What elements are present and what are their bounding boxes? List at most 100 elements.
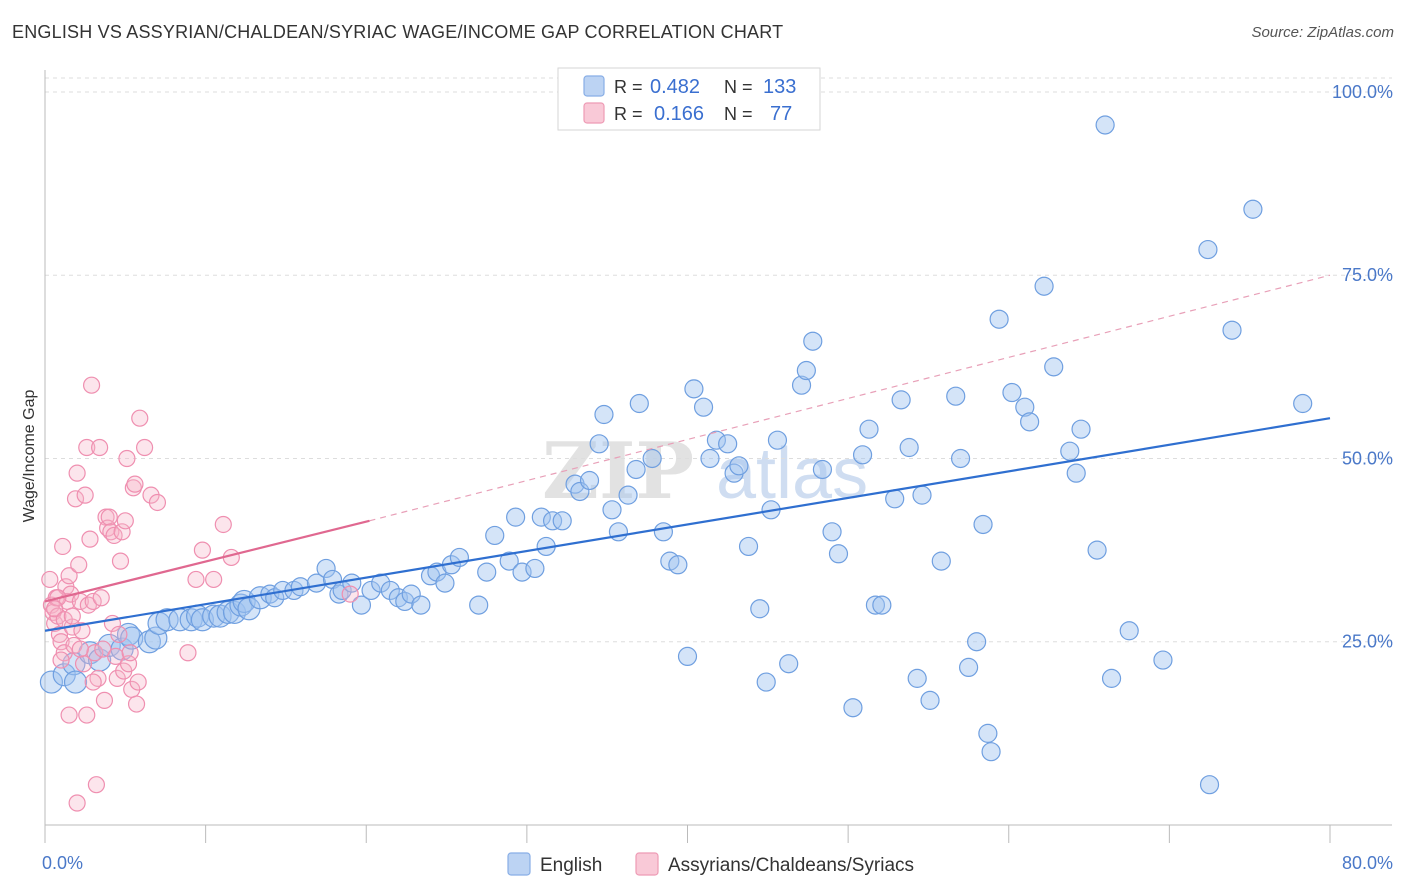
english-point: [718, 434, 738, 454]
english-trend-line: [44, 417, 1331, 632]
english-point: [39, 670, 64, 694]
english-point: [791, 375, 812, 395]
english-point: [642, 448, 662, 469]
english-point: [912, 485, 932, 505]
english-point: [1243, 199, 1263, 219]
assyrian-point: [121, 644, 139, 662]
y-tick-label: 50.0%: [1342, 448, 1393, 468]
assyrian-point: [91, 438, 109, 457]
assyrian-point: [179, 644, 197, 662]
english-point: [843, 698, 863, 718]
legend-n-value-assyrian: 77: [770, 103, 792, 125]
english-point: [1015, 397, 1035, 417]
legend-swatch-english: [583, 75, 605, 97]
legend-n-label-english: N =: [724, 77, 753, 97]
legend-r-label-assyrian: R =: [614, 104, 643, 124]
bottom-legend-label-assyrian: Assyrians/Chaldeans/Syriacs: [668, 855, 914, 876]
assyrian-point: [111, 552, 130, 570]
assyrian-point: [82, 376, 101, 394]
assyrian-point: [92, 589, 110, 607]
english-point: [700, 448, 720, 469]
english-point: [1095, 115, 1115, 135]
english-point: [750, 599, 770, 619]
english-point: [401, 584, 421, 604]
english-point: [1044, 357, 1064, 377]
y-tick-label: 25.0%: [1342, 632, 1393, 652]
english-point: [1071, 419, 1091, 439]
assyrian-point: [68, 794, 86, 812]
english-point: [729, 456, 749, 476]
english-point: [531, 507, 551, 527]
english-point: [388, 588, 408, 608]
assyrian-point: [78, 706, 96, 724]
assyrian-point: [52, 633, 70, 651]
bottom-legend: English Assyrians/Chaldeans/Syriacs: [507, 852, 914, 876]
english-point: [477, 562, 497, 582]
english-point: [981, 742, 1001, 762]
assyrian-point: [66, 490, 85, 508]
data-points: [39, 115, 1313, 812]
assyrian-point: [205, 570, 223, 589]
english-point: [931, 551, 951, 571]
assyrian-trend-extension: [369, 274, 1331, 522]
assyrian-point: [126, 475, 144, 493]
y-tick-label: 100.0%: [1332, 82, 1393, 102]
chart-title: ENGLISH VS ASSYRIAN/CHALDEAN/SYRIAC WAGE…: [12, 22, 784, 42]
english-point: [144, 626, 168, 650]
english-point: [579, 470, 600, 491]
english-point: [677, 646, 698, 667]
assyrian-point: [78, 438, 96, 457]
english-point: [899, 437, 919, 458]
gridlines: [45, 77, 1392, 643]
english-point: [822, 522, 842, 542]
assyrian-point: [52, 651, 70, 669]
english-point: [155, 608, 179, 632]
assyrian-point: [70, 556, 88, 574]
english-point: [872, 595, 892, 615]
english-point: [738, 536, 759, 557]
legend-n-value-english: 133: [763, 76, 796, 98]
bottom-legend-label-english: English: [540, 855, 602, 876]
assyrian-point: [87, 776, 106, 794]
assyrian-point: [60, 706, 78, 724]
assyrian-point: [118, 449, 136, 468]
english-point: [594, 404, 614, 425]
english-point: [626, 459, 646, 480]
axes: 25.0% 50.0% 75.0% 100.0% 0.0% 80.0%: [42, 70, 1393, 873]
assyrian-point: [135, 438, 154, 457]
english-point: [608, 522, 629, 542]
assyrian-point: [105, 526, 123, 545]
english-point: [796, 360, 816, 381]
x-tick-label: 80.0%: [1342, 853, 1393, 873]
english-point: [653, 522, 674, 542]
english-point: [756, 672, 776, 692]
english-point: [1066, 463, 1086, 483]
english-point: [852, 445, 873, 465]
x-tick-label: 0.0%: [42, 853, 83, 873]
legend-r-label-english: R =: [614, 77, 643, 97]
legend-r-value-english: 0.482: [650, 76, 700, 98]
english-point: [512, 562, 532, 582]
english-point: [859, 419, 879, 439]
english-point: [1198, 239, 1218, 260]
english-point: [629, 393, 649, 414]
watermark: ZIP atlas: [542, 426, 868, 517]
english-point: [570, 481, 590, 502]
english-point: [1020, 412, 1040, 432]
english-point: [891, 390, 911, 410]
english-point: [1199, 775, 1220, 795]
assyrian-point: [46, 600, 64, 618]
assyrian-point: [74, 655, 93, 673]
english-point: [395, 591, 415, 612]
english-point: [316, 558, 336, 579]
english-point: [1222, 320, 1242, 340]
english-point: [1002, 382, 1022, 403]
english-point: [920, 690, 940, 710]
assyrian-point: [131, 409, 149, 427]
english-point: [1119, 621, 1139, 641]
english-point: [1293, 393, 1313, 414]
assyrian-point: [81, 530, 99, 548]
assyrian-point: [84, 673, 102, 691]
english-point: [618, 485, 638, 505]
